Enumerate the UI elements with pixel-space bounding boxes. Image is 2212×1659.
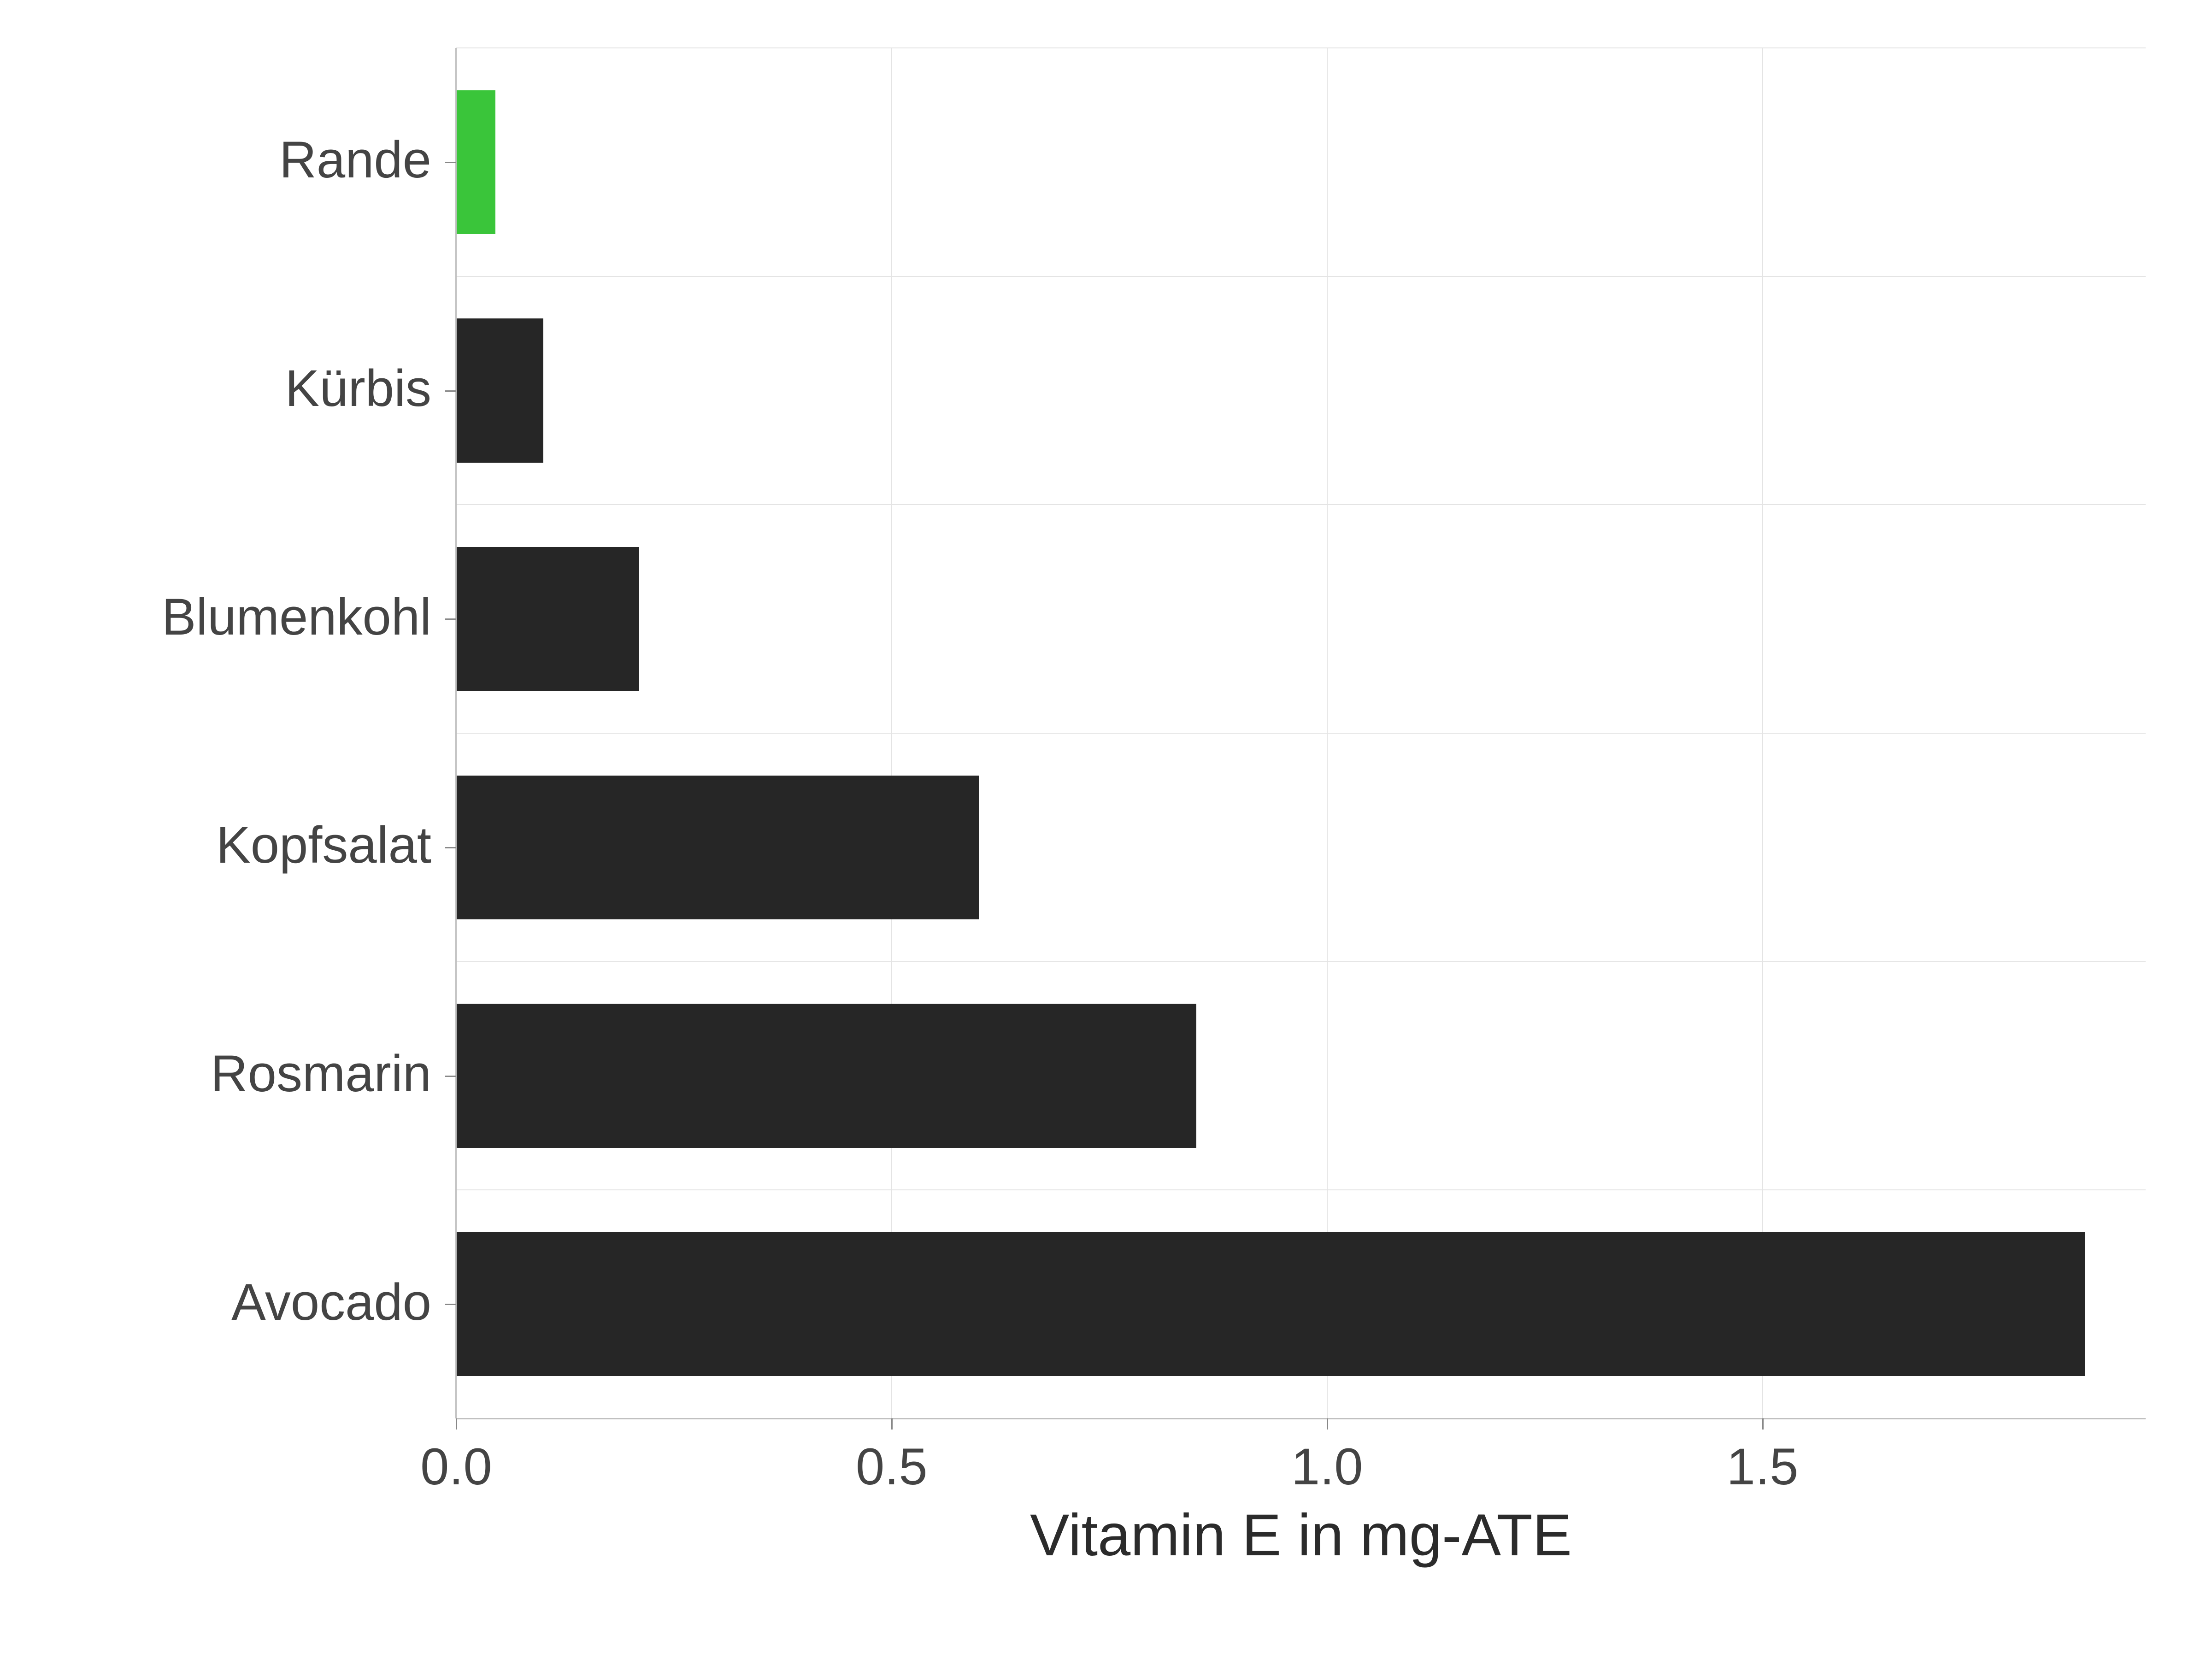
y-tick-mark <box>445 618 456 620</box>
y-tick-mark <box>445 847 456 848</box>
y-tick-label: Blumenkohl <box>17 587 431 647</box>
bar <box>456 90 495 234</box>
x-tick-label: 0.5 <box>800 1437 984 1496</box>
plot-area <box>456 48 2146 1418</box>
grid-line-horizontal <box>456 47 2146 48</box>
x-tick-label: 0.0 <box>364 1437 548 1496</box>
bar <box>456 1004 1196 1147</box>
x-axis-title: Vitamin E in mg-ATE <box>456 1501 2146 1569</box>
y-tick-mark <box>445 162 456 163</box>
vitamin-e-bar-chart: Vitamin E in mg-ATE Rande Kürbis Blumenkoh… <box>0 0 2212 1659</box>
x-tick-mark <box>1762 1418 1764 1430</box>
y-tick-mark <box>445 390 456 392</box>
x-tick-label: 1.5 <box>1671 1437 1855 1496</box>
grid-line-horizontal <box>456 1189 2146 1190</box>
y-tick-label: Kürbis <box>17 359 431 418</box>
x-tick-mark <box>1327 1418 1328 1430</box>
y-tick-mark <box>445 1304 456 1305</box>
x-axis-line <box>456 1418 2146 1419</box>
bar <box>456 776 979 919</box>
y-tick-label: Rosmarin <box>17 1044 431 1103</box>
x-tick-label: 1.0 <box>1235 1437 1419 1496</box>
bar <box>456 318 543 462</box>
y-tick-label: Kopfsalat <box>17 815 431 875</box>
y-axis-line <box>455 48 457 1418</box>
grid-line-horizontal <box>456 276 2146 277</box>
y-tick-label: Avocado <box>17 1272 431 1332</box>
y-tick-mark <box>445 1076 456 1077</box>
x-tick-mark <box>891 1418 893 1430</box>
y-tick-label: Rande <box>17 130 431 189</box>
x-tick-mark <box>456 1418 457 1430</box>
grid-line-horizontal <box>456 733 2146 734</box>
bar <box>456 1232 2085 1376</box>
bar <box>456 547 639 691</box>
grid-line-horizontal <box>456 504 2146 505</box>
grid-line-horizontal <box>456 961 2146 962</box>
